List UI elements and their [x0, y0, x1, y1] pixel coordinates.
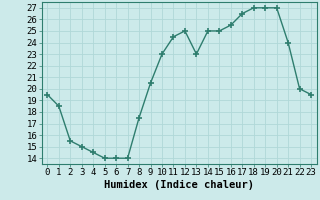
X-axis label: Humidex (Indice chaleur): Humidex (Indice chaleur) [104, 180, 254, 190]
